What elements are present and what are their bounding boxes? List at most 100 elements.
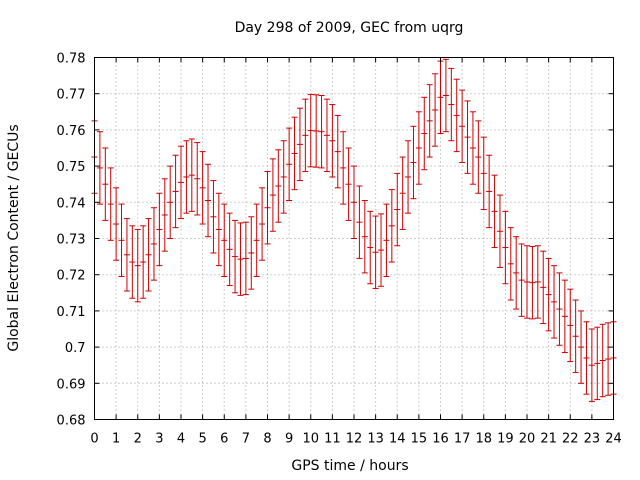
x-tick-label: 22 <box>562 432 579 447</box>
error-bar-point <box>351 165 357 239</box>
x-tick-label: 24 <box>605 432 622 447</box>
y-tick-label: 0.69 <box>57 377 86 392</box>
y-tick-label: 0.75 <box>57 160 86 175</box>
error-bar-point <box>329 104 336 178</box>
error-bar-point <box>372 215 379 289</box>
error-bar-point <box>161 178 168 252</box>
error-bar-point <box>399 156 406 230</box>
error-bar-point <box>194 142 201 216</box>
chart-title: Day 298 of 2009, GEC from uqrg <box>235 20 464 36</box>
y-tick-labels: 0.68 0.69 0.7 0.71 0.72 0.73 0.74 0.75 0.76 0.77 0… <box>57 52 86 429</box>
error-bar-point <box>367 210 374 285</box>
error-bar-point <box>259 187 266 261</box>
error-bar-point <box>475 120 482 194</box>
error-bar-point <box>178 145 184 220</box>
x-axis-label: GPS time / hours <box>291 458 408 474</box>
error-bar-point <box>205 163 212 238</box>
error-bar-point <box>242 221 249 296</box>
y-tick-label: 0.68 <box>57 414 86 429</box>
error-bar-point <box>183 140 190 214</box>
error-bar-point <box>469 111 476 185</box>
error-bar-point <box>588 328 595 402</box>
error-bar-point <box>199 151 206 225</box>
error-bar-point <box>356 185 363 259</box>
error-bar-point <box>107 167 114 241</box>
error-bar-point <box>275 149 282 223</box>
x-tick-label: 7 <box>242 432 250 447</box>
error-bar-point <box>96 131 103 205</box>
y-tick-label: 0.77 <box>57 88 86 103</box>
error-bar-point <box>518 243 525 317</box>
x-tick-label: 8 <box>263 432 271 447</box>
error-bar-point <box>496 194 503 268</box>
error-bar-point <box>524 245 530 319</box>
tick-layer <box>94 57 614 420</box>
error-bar-point <box>129 225 136 299</box>
error-bar-point <box>426 84 433 158</box>
error-bar-point <box>529 245 536 320</box>
x-tick-label: 20 <box>519 432 536 447</box>
x-tick-label: 11 <box>324 432 341 447</box>
x-tick-label: 2 <box>134 432 142 447</box>
error-bar-point <box>334 114 341 189</box>
error-bar-point <box>237 222 244 296</box>
x-tick-label: 12 <box>346 432 363 447</box>
error-bar-point <box>140 225 147 299</box>
y-tick-label: 0.74 <box>57 196 86 211</box>
error-bar-point <box>572 299 579 373</box>
error-bar-point <box>102 147 109 221</box>
error-bar-point <box>253 203 260 278</box>
y-tick-label: 0.7 <box>65 341 86 356</box>
error-bar-point <box>286 127 293 201</box>
error-bar-point <box>507 227 514 301</box>
error-bar-point <box>594 326 601 401</box>
error-bar-point <box>118 203 125 278</box>
y-axis-label: Global Electron Content / GECUs <box>6 124 22 351</box>
x-tick-label: 4 <box>177 432 185 447</box>
error-bar-point <box>415 111 422 185</box>
x-tick-label: 1 <box>112 432 120 447</box>
y-tick-label: 0.76 <box>57 124 86 139</box>
error-bar-point <box>323 98 330 173</box>
x-tick-label: 18 <box>475 432 492 447</box>
x-tick-label: 19 <box>497 432 514 447</box>
error-bar-point <box>113 187 120 261</box>
error-bar-point <box>361 199 368 274</box>
error-bar-point <box>167 165 174 239</box>
error-bar-point <box>464 100 471 174</box>
error-bar-point <box>545 257 552 332</box>
x-tick-labels: 0 1 2 3 4 5 6 7 8 9 10 11 12 13 14 15 16 17 18 19 20 21 22 23 24 <box>90 432 621 447</box>
x-tick-label: 15 <box>411 432 428 447</box>
error-bar-point <box>172 154 179 229</box>
error-bar-point <box>307 93 314 168</box>
x-tick-label: 13 <box>367 432 384 447</box>
error-bar-point <box>502 210 509 285</box>
error-bar-point <box>264 171 271 245</box>
error-bar-point <box>302 98 309 173</box>
error-bar-point <box>215 192 222 267</box>
error-bar-point <box>318 95 325 169</box>
error-bar-point <box>453 78 460 153</box>
x-tick-label: 23 <box>584 432 601 447</box>
error-bar-point <box>421 96 428 171</box>
error-bar-point <box>340 131 347 205</box>
error-bar-point <box>405 140 412 214</box>
error-bar-point <box>486 154 493 229</box>
error-bar-point <box>437 60 444 135</box>
error-bar-point <box>378 213 385 287</box>
error-bar-point <box>145 218 152 292</box>
x-tick-label: 14 <box>389 432 406 447</box>
x-tick-label: 5 <box>198 432 206 447</box>
error-bar-point <box>442 58 449 133</box>
y-tick-label: 0.78 <box>57 52 86 67</box>
error-bar-point <box>134 228 141 303</box>
error-bar-point <box>345 147 352 221</box>
x-tick-label: 3 <box>155 432 163 447</box>
error-bar-point <box>534 245 541 319</box>
error-bar-point <box>556 272 563 346</box>
error-bar-point <box>567 288 574 363</box>
x-tick-label: 6 <box>220 432 228 447</box>
error-bar-point <box>491 174 498 249</box>
x-tick-label: 17 <box>454 432 471 447</box>
